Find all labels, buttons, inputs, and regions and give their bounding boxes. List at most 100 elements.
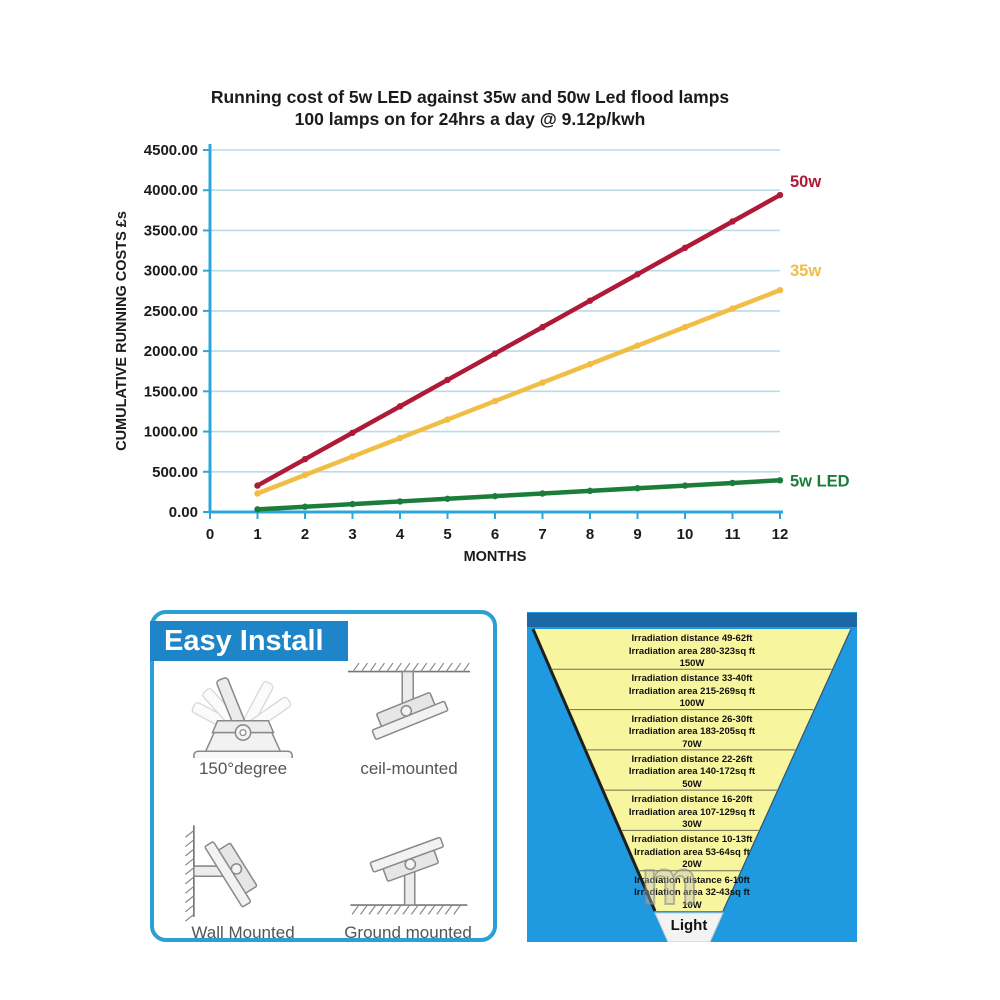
y-tick-label: 1000.00 xyxy=(144,424,198,441)
hatch-mark xyxy=(394,662,402,672)
hatch-mark xyxy=(436,904,445,915)
x-tick-label: 10 xyxy=(677,526,694,543)
y-tick-label: 2500.00 xyxy=(144,303,198,320)
hatch-mark xyxy=(185,876,195,885)
chart-title: Running cost of 5w LED against 35w and 5… xyxy=(130,86,810,130)
data-point xyxy=(681,482,689,489)
mount-option-ground: Ground mounted xyxy=(326,822,490,943)
data-point xyxy=(729,218,736,225)
hatch-mark xyxy=(385,904,394,915)
hatch-mark xyxy=(378,662,385,672)
hatch-mark xyxy=(185,848,195,857)
series-label-50w: 50w xyxy=(790,173,821,191)
hatch-mark xyxy=(420,662,428,672)
light-label: Light xyxy=(670,917,708,934)
data-point xyxy=(539,323,546,331)
data-point xyxy=(776,191,784,199)
y-tick-label: 1500.00 xyxy=(144,383,198,400)
band-text: Irradiation distance 22-26ft xyxy=(631,753,753,765)
x-axis-title: MONTHS xyxy=(464,549,527,565)
hatch-mark xyxy=(361,662,368,672)
data-point xyxy=(491,350,499,357)
band-text: 70W xyxy=(682,738,702,750)
irradiation-band-50W: Irradiation distance 22-26ft Irradiation … xyxy=(572,754,812,792)
mount-option-ceiling: ceil-mounted xyxy=(330,658,488,779)
hatch-mark xyxy=(402,904,411,915)
band-text: Irradiation distance 10-13ft xyxy=(631,834,753,846)
x-tick-label: 5 xyxy=(443,526,451,543)
easy-install-panel: Easy Install 150°degree xyxy=(150,610,497,942)
rotatable-floodlight-icon xyxy=(191,677,293,758)
data-point xyxy=(444,495,451,502)
data-point xyxy=(301,471,309,479)
data-point xyxy=(586,360,594,368)
data-point xyxy=(301,503,309,510)
running-cost-line-chart: 0.00500.001000.001500.002000.002500.0030… xyxy=(114,142,850,565)
data-point xyxy=(776,477,784,484)
ceiling-mount-icon xyxy=(347,662,471,740)
data-point xyxy=(396,434,404,442)
irradiation-band-150W: Irradiation distance 49-62ft Irradiation … xyxy=(572,633,812,671)
chart-title-line2: 100 lamps on for 24hrs a day @ 9.12p/kwh xyxy=(294,109,646,129)
band-text: 30W xyxy=(682,819,702,831)
light-beam-exit xyxy=(654,912,724,942)
hatch-mark xyxy=(351,904,360,915)
data-point xyxy=(586,297,594,304)
y-tick-label: 2000.00 xyxy=(144,343,198,360)
data-point xyxy=(681,244,689,252)
ground-mount-icon xyxy=(350,836,468,915)
band-text: 100W xyxy=(679,698,705,710)
band-text: Irradiation area 107-129sq ft xyxy=(628,806,756,818)
hatch-mark xyxy=(410,904,419,915)
wall-mount-icon xyxy=(185,825,258,922)
hatch-mark xyxy=(386,662,394,672)
data-point xyxy=(634,485,641,492)
band-text: Irradiation area 32-43sq ft xyxy=(634,887,750,899)
hatch-mark xyxy=(185,913,195,922)
hatch-mark xyxy=(185,895,195,903)
band-text: Irradiation area 140-172sq ft xyxy=(628,766,756,778)
fixture-bar xyxy=(527,613,857,627)
y-tick-label: 3500.00 xyxy=(144,222,198,239)
data-point xyxy=(491,492,499,500)
hatch-mark xyxy=(185,830,195,838)
mount-option-wall: Wall Mounted xyxy=(162,822,324,943)
data-point xyxy=(539,490,546,497)
mount-caption: 150°degree xyxy=(198,759,288,778)
hatch-mark xyxy=(185,839,195,848)
hatch-mark xyxy=(377,904,385,915)
x-tick-label: 9 xyxy=(633,526,641,543)
y-tick-label: 3000.00 xyxy=(144,263,198,280)
mount-caption: Wall Mounted xyxy=(191,923,295,942)
band-text: Irradiation distance 16-20ft xyxy=(631,794,753,806)
x-tick-label: 0 xyxy=(206,526,214,543)
y-tick-label: 4000.00 xyxy=(144,182,198,199)
band-text: Irradiation distance 33-40ft xyxy=(631,673,753,685)
band-text: Irradiation area 183-205sq ft xyxy=(628,726,756,738)
data-point xyxy=(539,379,546,386)
data-point xyxy=(444,376,451,384)
data-point xyxy=(254,506,261,513)
hatch-mark xyxy=(352,662,360,672)
data-point xyxy=(349,429,356,436)
x-tick-label: 4 xyxy=(396,526,405,543)
y-axis-title: CUMULATIVE RUNNING COSTS £s xyxy=(114,211,130,451)
y-tick-label: 0.00 xyxy=(169,504,198,521)
band-text: Irradiation distance 6-10ft xyxy=(634,874,750,886)
hatch-mark xyxy=(393,904,402,915)
data-point xyxy=(444,416,451,423)
band-text: Irradiation area 215-269sq ft xyxy=(628,685,756,697)
data-point xyxy=(491,397,499,405)
data-point xyxy=(349,453,356,460)
band-text: 150W xyxy=(679,658,705,669)
band-text: Irradiation distance 26-30ft xyxy=(631,713,753,725)
data-point xyxy=(396,403,404,410)
x-tick-label: 1 xyxy=(253,526,261,543)
hatch-mark xyxy=(462,662,470,672)
x-tick-label: 7 xyxy=(538,526,546,543)
band-text: 50W xyxy=(682,778,702,790)
cone-left-edge xyxy=(531,628,657,912)
series-line-35w xyxy=(255,287,783,496)
light-cone xyxy=(533,629,851,911)
